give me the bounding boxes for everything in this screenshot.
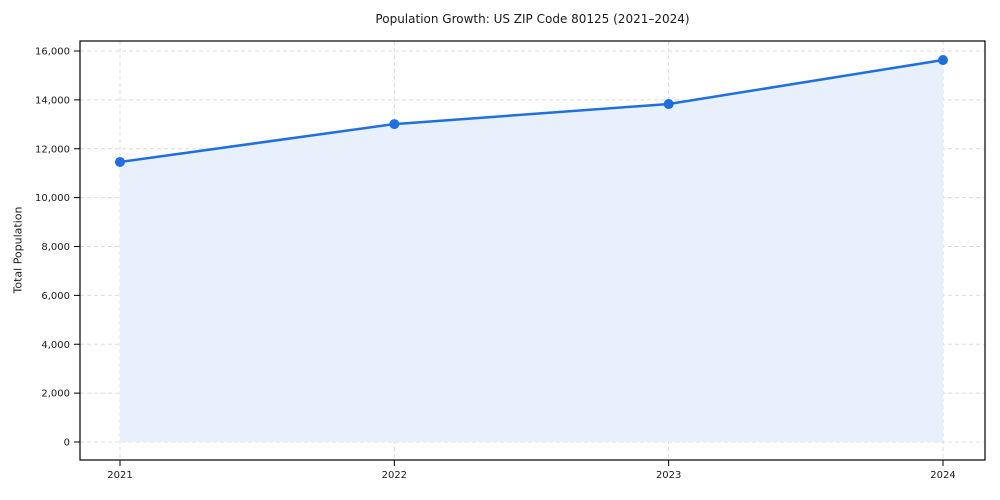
- data-line: [118, 58, 945, 164]
- y-tick-label: 10,000: [35, 193, 70, 204]
- data-point: [938, 55, 948, 66]
- y-tick-label: 16,000: [35, 47, 70, 58]
- x-tick-label: 2021: [107, 470, 132, 481]
- y-tick-label: 6,000: [41, 291, 70, 302]
- y-tick-label: 8,000: [41, 242, 70, 253]
- y-axis-label: Total Population: [11, 206, 25, 294]
- data-point: [389, 119, 400, 130]
- y-tick-label: 12,000: [35, 144, 70, 155]
- y-tick-label: 2,000: [41, 389, 70, 400]
- y-tick-label: 4,000: [41, 340, 70, 351]
- data-point: [663, 99, 674, 110]
- data-point: [115, 156, 125, 167]
- area-fill: [120, 60, 943, 443]
- x-tick-label: 2024: [930, 470, 955, 481]
- x-tick-label: 2023: [656, 470, 681, 481]
- chart-title: Population Growth: US ZIP Code 80125 (20…: [375, 12, 690, 26]
- plot-border: [79, 40, 986, 461]
- y-tick-label: 14,000: [35, 95, 70, 106]
- x-tick-label: 2022: [382, 470, 407, 481]
- y-tick-label: 0: [64, 438, 70, 449]
